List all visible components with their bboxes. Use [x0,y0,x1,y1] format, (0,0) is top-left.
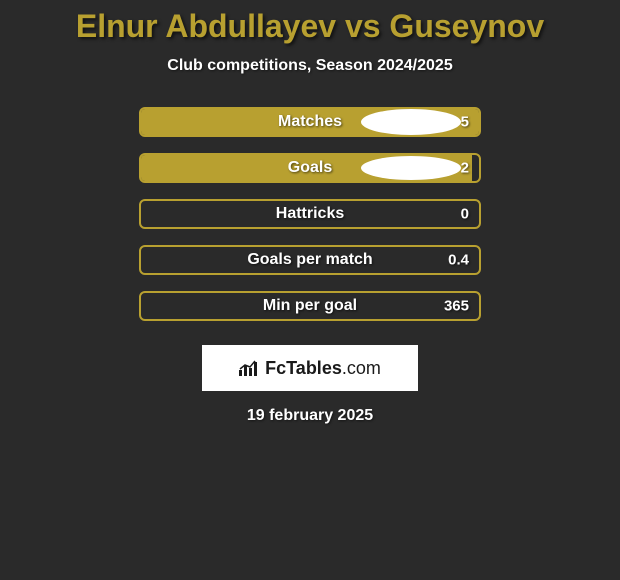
bar-track: Hattricks 0 [139,199,481,229]
stat-row: Matches 5 [139,99,481,145]
bar-label: Hattricks [276,205,344,223]
logo-text-light: .com [342,358,381,378]
bar-value: 5 [461,114,469,131]
bar-value: 0 [461,206,469,223]
right-ellipse [361,109,461,135]
date-text: 19 february 2025 [247,407,373,425]
chart-icon [239,360,259,376]
logo-text-bold: FcTables [265,358,342,378]
bar-value: 2 [461,160,469,177]
footer: FcTables.com 19 february 2025 [202,345,418,425]
chart-container: Elnur Abdullayev vs Guseynov Club compet… [0,0,620,580]
page-title: Elnur Abdullayev vs Guseynov [76,8,544,45]
bar-label: Goals per match [247,251,372,269]
logo-text: FcTables.com [265,358,381,379]
bar-label: Goals [288,159,332,177]
bar-track: Goals per match 0.4 [139,245,481,275]
stat-row: Hattricks 0 [139,191,481,237]
bar-value: 0.4 [448,252,469,269]
stat-row: Goals 2 [139,145,481,191]
subtitle: Club competitions, Season 2024/2025 [167,57,452,75]
stat-row: Min per goal 365 [139,283,481,329]
right-ellipse [361,156,461,180]
bar-label: Matches [278,113,342,131]
logo-box[interactable]: FcTables.com [202,345,418,391]
bar-value: 365 [444,298,469,315]
stat-row: Goals per match 0.4 [139,237,481,283]
bar-track: Min per goal 365 [139,291,481,321]
bar-label: Min per goal [263,297,357,315]
stats-area: Matches 5 Goals 2 Hattricks 0 Goals per match 0… [139,99,481,329]
